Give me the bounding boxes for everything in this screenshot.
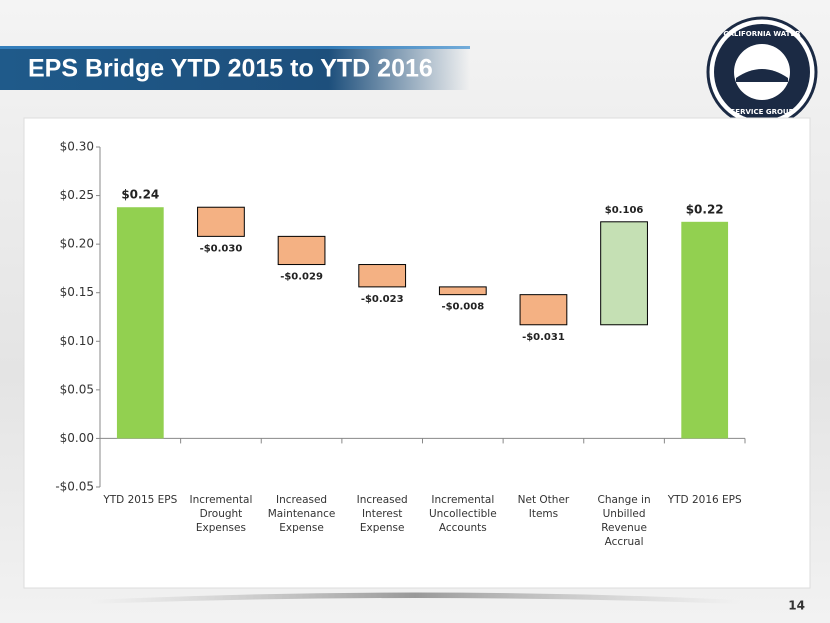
change-bar	[519, 294, 568, 326]
value-label: $0.22	[686, 202, 724, 216]
y-tick-label: $0.10	[60, 334, 94, 348]
x-tick-label: Change in Unbilled Revenue Accrual	[597, 494, 651, 548]
value-label: -$0.030	[200, 243, 243, 254]
total-bar	[681, 221, 729, 439]
change-bar	[197, 206, 245, 237]
x-tick-label: Net Other Items	[517, 494, 570, 520]
value-label: -$0.029	[280, 272, 323, 283]
value-label: -$0.031	[522, 332, 565, 343]
x-tick-label: YTD 2016 EPS	[667, 494, 742, 506]
slide-title: EPS Bridge YTD 2015 to YTD 2016	[28, 55, 433, 83]
change-bar	[277, 235, 326, 266]
title-band-edge	[0, 46, 470, 49]
change-bar	[600, 221, 648, 326]
total-bar	[116, 207, 164, 439]
title-band	[0, 46, 470, 90]
y-tick-label: -$0.05	[55, 480, 94, 494]
y-tick-label: $0.05	[60, 382, 94, 396]
y-tick-label: $0.20	[60, 237, 94, 251]
x-tick-label: Incremental Drought Expenses	[189, 494, 253, 534]
x-tick-label: Increased Maintenance Expense	[267, 494, 336, 534]
y-tick-label: $0.25	[60, 188, 94, 202]
value-label: $0.106	[605, 205, 644, 216]
page-number: 14	[788, 599, 805, 613]
y-tick-label: $0.30	[60, 140, 94, 154]
swoosh	[90, 592, 740, 604]
value-label: -$0.008	[441, 302, 484, 313]
logo-text: CALIFORNIA WATER	[723, 30, 801, 38]
y-tick-label: $0.15	[60, 285, 94, 299]
x-tick-label: Incremental Uncollectible Accounts	[428, 494, 497, 534]
change-bar	[358, 264, 407, 288]
x-tick-label: Increased Interest Expense	[356, 494, 408, 534]
logo-wave	[736, 69, 788, 82]
change-bar	[438, 286, 487, 296]
logo-text: SERVICE GROUP	[730, 108, 794, 116]
y-tick-label: $0.00	[60, 431, 94, 445]
x-tick-label: YTD 2015 EPS	[103, 494, 178, 506]
value-label: -$0.023	[361, 294, 404, 305]
value-label: $0.24	[121, 188, 159, 202]
